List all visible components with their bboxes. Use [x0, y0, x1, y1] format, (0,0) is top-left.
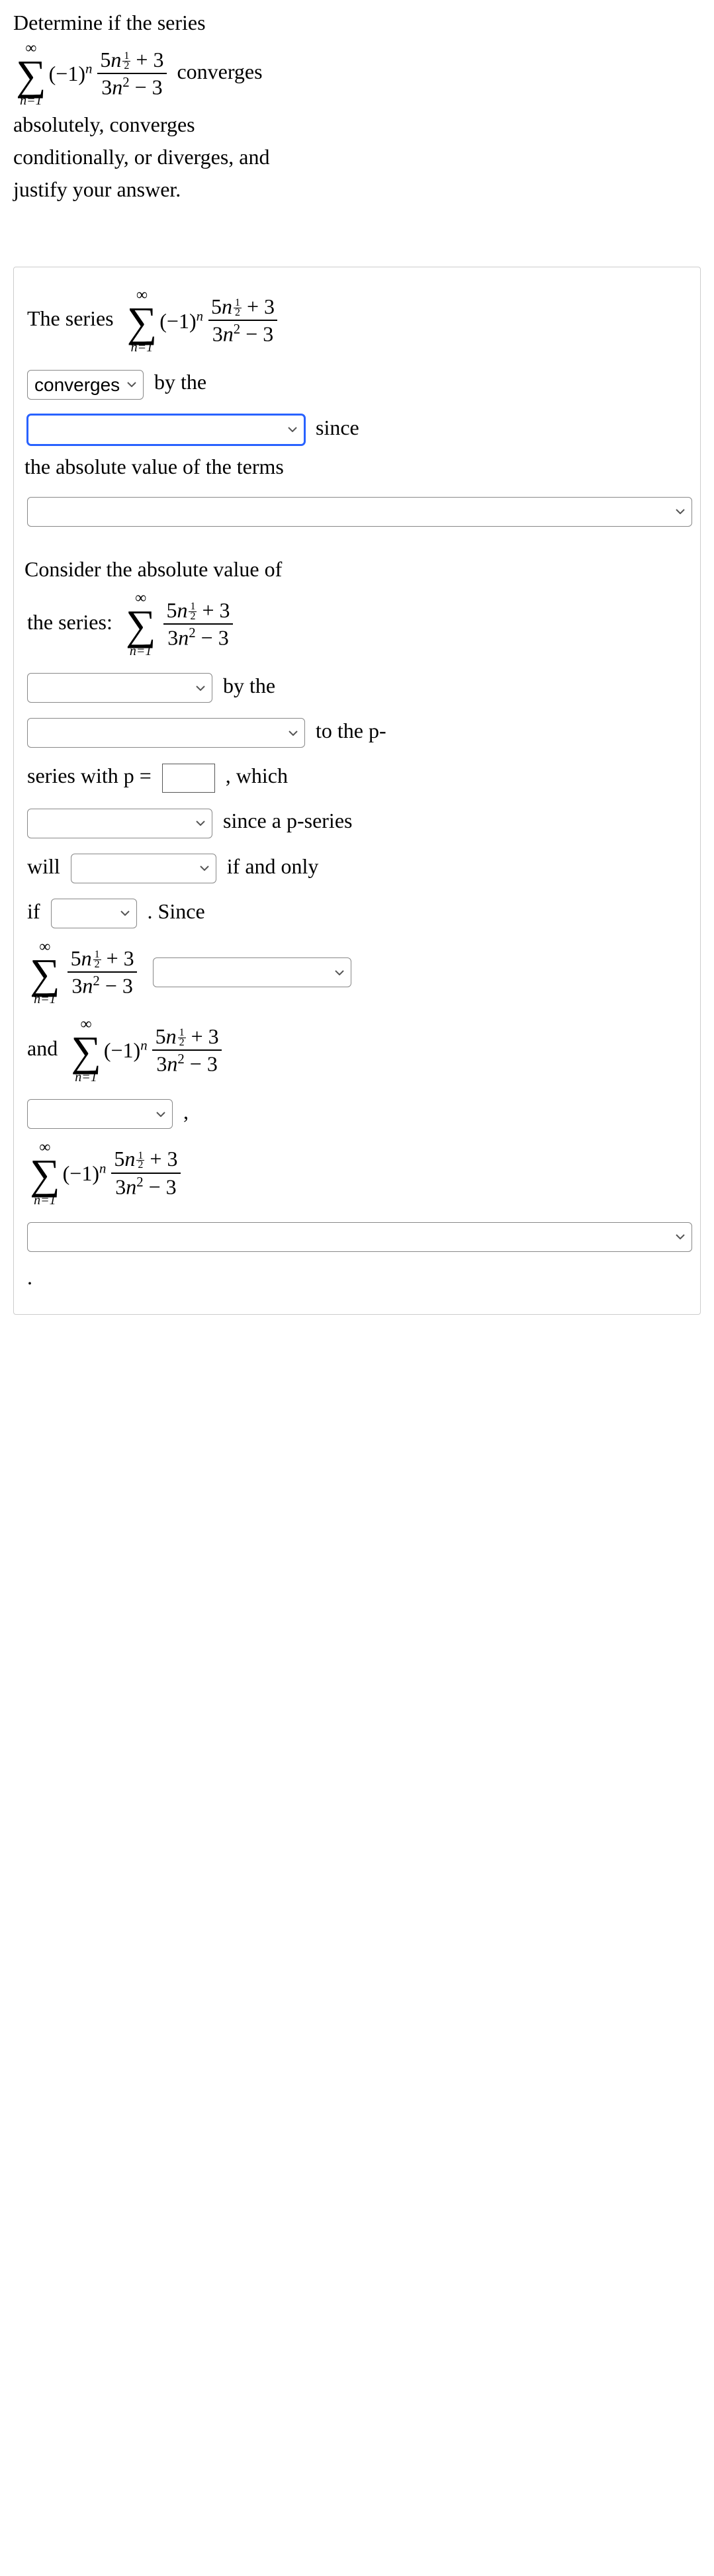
by-the-1: by the: [154, 370, 206, 394]
to-the-p: to the p-: [316, 719, 386, 742]
and-label: and: [27, 1036, 63, 1060]
sigma-block: ∞ ∑ n=1: [16, 40, 46, 108]
p-condition-select[interactable]: [51, 899, 137, 928]
final-conclusion-select[interactable]: [27, 1222, 692, 1252]
pseries-behavior-select[interactable]: [27, 809, 212, 838]
since-1: since: [316, 416, 359, 439]
abs-diverges-select[interactable]: [153, 957, 351, 987]
will-label: will: [27, 854, 66, 878]
the-series-2: the series:: [27, 610, 118, 634]
the-series-label: The series: [27, 306, 119, 330]
if-and-only: if and only: [227, 854, 319, 878]
alt-sign: (−1)n: [49, 59, 93, 89]
series-alt-formula-3: ∞ ∑ n=1 (−1)n 5n12 + 3 3n2 − 3: [27, 1139, 185, 1207]
series-abs-formula-2: ∞ ∑ n=1 5n12 + 3 3n2 − 3: [27, 939, 142, 1006]
since-cap: . Since: [148, 899, 205, 923]
problem-series-row: ∞ ∑ n=1 (−1)n 5n12 + 3 3n2 − 3 converges: [13, 40, 701, 108]
series-abs-formula: ∞ ∑ n=1 5n12 + 3 3n2 − 3: [123, 590, 238, 658]
problem-intro: Determine if the series: [13, 8, 701, 38]
if-label: if: [27, 899, 46, 923]
problem-line3: conditionally, or diverges, and: [13, 142, 701, 172]
problem-line2: absolutely, converges: [13, 110, 701, 140]
terms-behavior-select[interactable]: [27, 497, 692, 527]
series-with-p: series with p =: [27, 764, 157, 787]
abs-value-line: the absolute value of the terms: [24, 452, 690, 482]
problem-line4: justify your answer.: [13, 175, 701, 204]
which-label: , which: [226, 764, 288, 787]
alt-converges-select[interactable]: [27, 1099, 173, 1129]
comparison-test-select[interactable]: [27, 718, 305, 748]
will-select[interactable]: [71, 854, 216, 883]
converges-select[interactable]: converges: [27, 370, 144, 400]
since-pseries: since a p-series: [223, 809, 352, 832]
series-alt-formula-2: ∞ ∑ n=1 (−1)n 5n12 + 3 3n2 − 3: [68, 1016, 226, 1084]
final-period: .: [27, 1265, 32, 1289]
fraction: 5n12 + 3 3n2 − 3: [96, 48, 167, 99]
answer-section: The series ∞ ∑ n=1 (−1)n 5n12 + 3 3n2 − …: [13, 267, 701, 1315]
p-value-input[interactable]: [162, 764, 215, 793]
comma: ,: [183, 1100, 189, 1124]
by-the-2: by the: [223, 674, 275, 697]
test-name-select[interactable]: [27, 414, 305, 445]
converges-word: converges: [177, 60, 262, 83]
series-alt-formula: ∞ ∑ n=1 (−1)n 5n12 + 3 3n2 − 3: [124, 287, 283, 355]
consider-line: Consider the absolute value of: [24, 555, 690, 584]
abs-converges-select[interactable]: [27, 673, 212, 703]
